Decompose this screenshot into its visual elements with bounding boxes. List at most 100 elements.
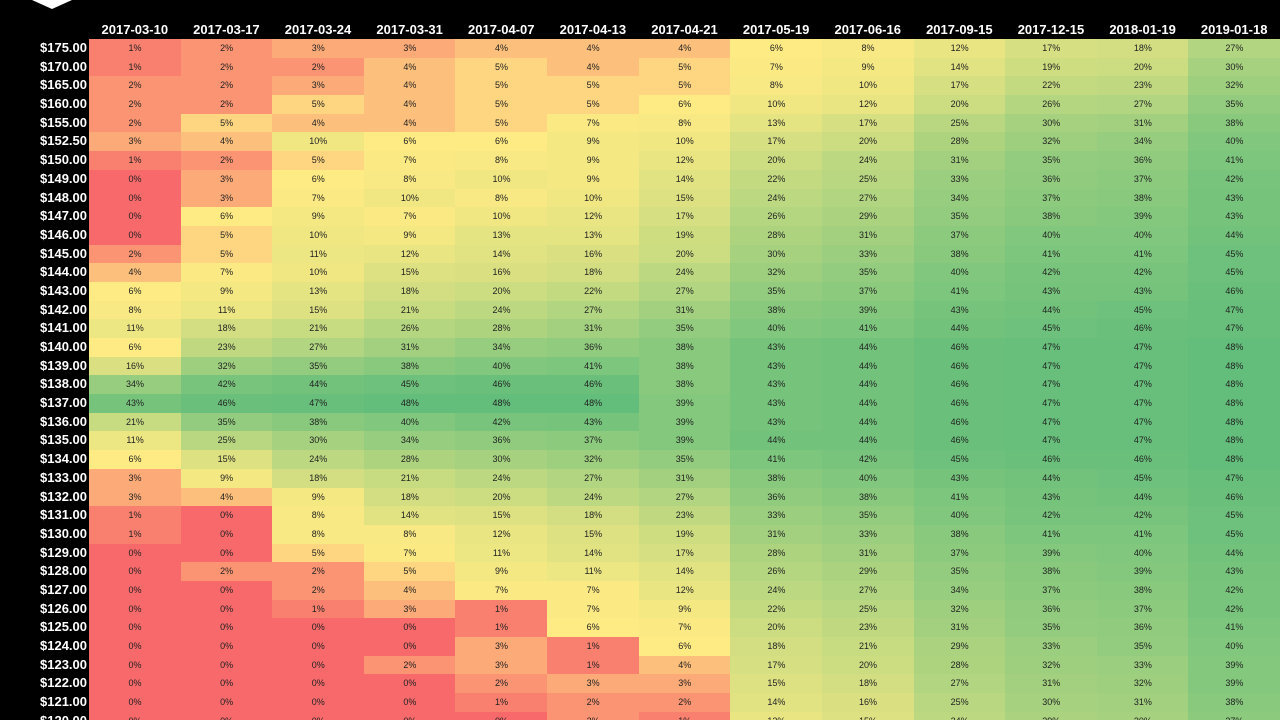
cell: 43% <box>89 394 182 414</box>
cell: 20% <box>730 618 823 638</box>
cell: 2% <box>180 39 273 59</box>
cell: 39% <box>638 394 731 414</box>
cell: 35% <box>1005 151 1098 171</box>
cell: 3% <box>89 132 182 152</box>
cell: 30% <box>1188 57 1280 77</box>
cell: 47% <box>1005 375 1098 395</box>
strike-label: $124.00 <box>40 638 87 654</box>
cell: 27% <box>913 674 1006 694</box>
cell: 20% <box>455 281 548 302</box>
cell: 2% <box>180 562 273 582</box>
strike-label: $125.00 <box>40 619 87 635</box>
cell: 6% <box>455 132 548 152</box>
cell: 44% <box>1188 543 1280 563</box>
strike-label: $131.00 <box>40 507 87 523</box>
cell: 4% <box>363 76 456 96</box>
cell: 38% <box>1005 207 1098 227</box>
cell: 25% <box>180 431 273 451</box>
cell: 38% <box>272 412 365 432</box>
cell: 33% <box>821 524 915 545</box>
cell: 15% <box>180 450 273 470</box>
cell: 35% <box>180 412 273 432</box>
cell: 12% <box>638 151 731 171</box>
cell: 33% <box>821 244 915 264</box>
cell: 46% <box>1096 450 1189 470</box>
cell: 46% <box>1005 450 1098 470</box>
cell: 10% <box>272 132 365 152</box>
cell: 39% <box>1188 674 1280 694</box>
cell: 11% <box>89 431 182 451</box>
cell: 40% <box>730 319 823 339</box>
cell: 44% <box>1096 487 1189 507</box>
strike-label: $145.00 <box>40 245 87 261</box>
cell: 5% <box>272 95 365 115</box>
cell: 31% <box>730 524 823 545</box>
cell: 5% <box>455 113 548 133</box>
cell: 3% <box>363 39 456 59</box>
cell: 0% <box>89 655 182 675</box>
cell: 36% <box>455 431 548 451</box>
cell: 10% <box>455 169 548 190</box>
cell: 44% <box>821 338 915 358</box>
cell: 9% <box>180 468 273 489</box>
cell: 2% <box>272 562 365 582</box>
cell: 38% <box>913 524 1006 545</box>
cell: 39% <box>638 431 731 451</box>
cell: 11% <box>180 300 273 320</box>
cell: 35% <box>821 506 915 526</box>
cell: 17% <box>730 132 823 152</box>
cell: 15% <box>821 711 915 720</box>
cell: 20% <box>821 132 915 152</box>
cell: 4% <box>272 113 365 133</box>
cell: 38% <box>638 338 731 358</box>
cell: 0% <box>272 637 365 657</box>
column-header: 2019-01-18 <box>1200 22 1268 37</box>
cell: 18% <box>180 319 273 339</box>
column-header: 2017-04-21 <box>651 22 718 37</box>
cell: 2% <box>89 76 182 96</box>
cell: 41% <box>547 356 640 376</box>
cell: 0% <box>272 693 365 713</box>
cell: 0% <box>272 674 365 694</box>
cell: 40% <box>363 412 456 432</box>
cell: 18% <box>363 487 456 507</box>
strike-label: $140.00 <box>40 339 87 355</box>
cell: 3% <box>272 76 365 96</box>
cell: 0% <box>180 543 273 563</box>
cell: 32% <box>180 356 273 376</box>
cell: 47% <box>1005 394 1098 414</box>
cell: 9% <box>638 599 731 619</box>
cell: 21% <box>363 468 456 489</box>
cell: 0% <box>180 693 273 713</box>
cell: 2% <box>180 76 273 96</box>
cell: 46% <box>913 394 1006 414</box>
cell: 2% <box>455 674 548 694</box>
cell: 20% <box>1096 57 1189 77</box>
cell: 2% <box>547 693 640 713</box>
cell: 48% <box>363 394 456 414</box>
cell: 48% <box>1188 412 1280 432</box>
cell: 48% <box>1188 338 1280 358</box>
cell: 32% <box>1005 132 1098 152</box>
cell: 30% <box>730 244 823 264</box>
cell: 45% <box>1188 506 1280 526</box>
cell: 4% <box>363 581 456 601</box>
cell: 10% <box>272 263 365 283</box>
cell: 13% <box>455 225 548 246</box>
column-header: 2017-03-17 <box>193 22 260 37</box>
cell: 21% <box>363 300 456 320</box>
cell: 39% <box>1005 543 1098 563</box>
cell: 22% <box>730 169 823 190</box>
strike-label: $134.00 <box>40 451 87 467</box>
cell: 31% <box>913 151 1006 171</box>
cell: 40% <box>1005 225 1098 246</box>
cell: 4% <box>363 57 456 77</box>
cell: 24% <box>913 711 1006 720</box>
cell: 47% <box>1005 431 1098 451</box>
cell: 38% <box>730 300 823 320</box>
cell: 38% <box>1096 581 1189 601</box>
cell: 2% <box>180 151 273 171</box>
cell: 2% <box>89 244 182 264</box>
cell: 39% <box>1096 207 1189 227</box>
cell: 6% <box>638 95 731 115</box>
